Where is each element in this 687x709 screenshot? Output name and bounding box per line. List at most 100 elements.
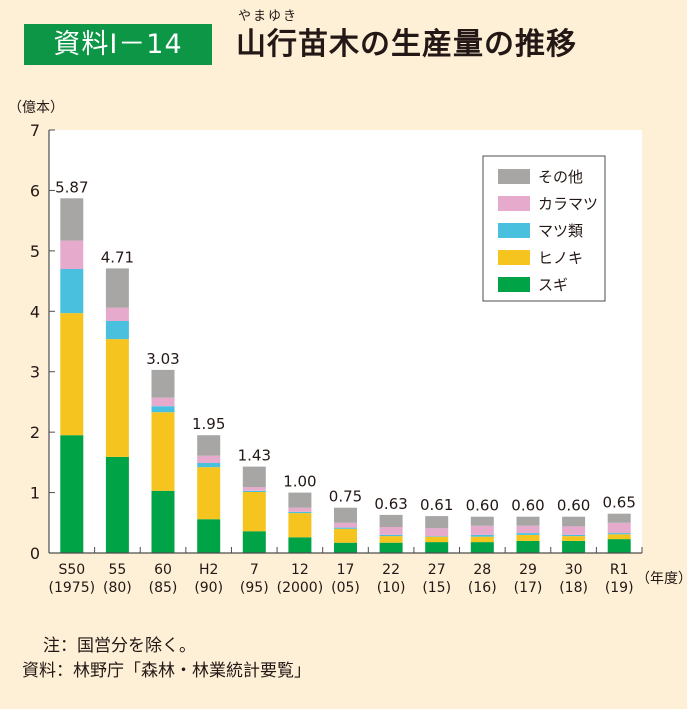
bar-segment-3-4 xyxy=(242,487,266,491)
y-tick-label: 5 xyxy=(30,242,40,261)
x-tick-label: 27 xyxy=(428,562,446,578)
bar-segment-1-8 xyxy=(425,536,449,543)
y-tick-label: 4 xyxy=(30,302,40,321)
y-tick-label: 2 xyxy=(30,423,40,442)
bar-segment-4-7 xyxy=(379,514,403,527)
axis-group: 0 1 2 3 4 5 6 7 xyxy=(30,121,643,563)
bar-segment-1-5 xyxy=(288,513,312,538)
bar-segment-3-5 xyxy=(288,507,312,512)
bar-segment-0-5 xyxy=(288,537,312,553)
bar-segment-4-11 xyxy=(562,516,586,527)
total-label: 0.60 xyxy=(466,497,499,515)
labels-group: 5.87 S50 (1975) 4.71 55 (80) 3.03 60 (85) 1.95 H2 (… xyxy=(49,178,636,596)
source-note: 資料：林野庁「森林・林業統計要覧」 xyxy=(22,661,311,681)
x-tick-label: 17 xyxy=(337,562,355,578)
bar-segment-1-3 xyxy=(197,467,221,520)
x-tick-label: R1 xyxy=(610,562,629,578)
bar-segment-4-4 xyxy=(242,466,266,488)
bar-segment-3-1 xyxy=(105,307,129,321)
total-label: 1.43 xyxy=(238,447,271,465)
bar-segment-0-8 xyxy=(425,542,449,553)
x-tick-sublabel: (95) xyxy=(240,580,269,596)
bar-segment-4-8 xyxy=(425,516,449,529)
total-label: 0.65 xyxy=(602,494,635,512)
total-label: 5.87 xyxy=(55,178,88,196)
legend-label: スギ xyxy=(538,276,568,294)
bar-segment-2-5 xyxy=(288,511,312,514)
bar-segment-4-5 xyxy=(288,492,312,508)
x-tick-label: 12 xyxy=(291,562,309,578)
legend-swatch xyxy=(498,250,530,265)
x-tick-label: 60 xyxy=(154,562,172,578)
bar-segment-1-7 xyxy=(379,536,403,543)
bar-segment-4-6 xyxy=(334,507,357,523)
bar-segment-1-0 xyxy=(60,313,84,436)
legend-swatch xyxy=(498,223,530,238)
title-ruby: やまゆき xyxy=(238,9,299,24)
y-tick-label: 6 xyxy=(30,181,40,200)
total-label: 3.03 xyxy=(146,350,179,368)
figure-number-badge: 資料Ⅰ－14 xyxy=(24,24,212,65)
bar-segment-1-11 xyxy=(562,536,586,541)
bar-segment-3-9 xyxy=(470,525,494,535)
x-tick-sublabel: (19) xyxy=(605,580,634,596)
bar-segment-0-6 xyxy=(334,542,357,553)
bar-segment-2-1 xyxy=(105,321,129,340)
x-tick-sublabel: (17) xyxy=(514,580,543,596)
x-tick-label: 22 xyxy=(382,562,400,578)
bar-segment-3-0 xyxy=(60,240,84,269)
legend-label: その他 xyxy=(538,168,583,186)
total-label: 0.60 xyxy=(557,497,590,515)
bar-segment-1-12 xyxy=(607,534,631,540)
total-label: 0.63 xyxy=(374,495,407,513)
x-tick-sublabel: (16) xyxy=(468,580,497,596)
bar-segment-0-9 xyxy=(470,542,494,553)
bar-segment-3-6 xyxy=(334,522,357,528)
x-tick-sublabel: (1975) xyxy=(49,580,96,596)
legend-label: カラマツ xyxy=(538,195,598,213)
bar-segment-4-0 xyxy=(60,198,84,241)
legend-label: ヒノキ xyxy=(538,249,583,267)
bar-segment-1-9 xyxy=(470,536,494,543)
chart-title: 山行苗木の生産量の推移 xyxy=(236,27,577,62)
bar-segment-0-4 xyxy=(242,531,266,553)
x-tick-label: 29 xyxy=(519,562,537,578)
y-tick-label: 3 xyxy=(30,363,40,382)
x-tick-sublabel: (80) xyxy=(103,580,132,596)
legend-swatch xyxy=(498,169,530,184)
total-label: 1.95 xyxy=(192,415,225,433)
bar-segment-1-10 xyxy=(516,534,540,541)
x-tick-label: H2 xyxy=(199,562,218,578)
legend-swatch xyxy=(498,196,530,211)
x-tick-label: 30 xyxy=(565,562,583,578)
bar-segment-0-7 xyxy=(379,542,403,553)
x-tick-sublabel: (15) xyxy=(422,580,451,596)
y-tick-label: 7 xyxy=(30,121,40,140)
bar-segment-3-3 xyxy=(197,455,221,463)
bar-segment-0-1 xyxy=(105,456,129,553)
x-tick-sublabel: (10) xyxy=(377,580,406,596)
bar-segment-1-2 xyxy=(151,412,175,491)
x-tick-sublabel: (18) xyxy=(559,580,588,596)
bar-segment-1-1 xyxy=(105,339,129,457)
bar-segment-4-12 xyxy=(607,513,631,523)
bar-segment-2-12 xyxy=(607,533,631,535)
total-label: 4.71 xyxy=(101,248,134,266)
legend-label: マツ類 xyxy=(538,222,583,240)
bar-segment-3-10 xyxy=(516,525,540,534)
bar-segment-2-2 xyxy=(151,406,175,413)
bar-segment-2-8 xyxy=(425,536,449,537)
bar-segment-4-3 xyxy=(197,435,221,456)
bar-segment-2-10 xyxy=(516,533,540,535)
bar-segment-0-11 xyxy=(562,540,586,553)
bar-segment-0-10 xyxy=(516,540,540,553)
bar-segment-0-12 xyxy=(607,539,631,553)
legend-swatch xyxy=(498,277,530,292)
x-tick-label: 28 xyxy=(473,562,491,578)
bars-group xyxy=(60,198,631,553)
bar-segment-0-0 xyxy=(60,435,84,553)
bar-segment-1-4 xyxy=(242,492,266,532)
x-tick-sublabel: (90) xyxy=(194,580,223,596)
